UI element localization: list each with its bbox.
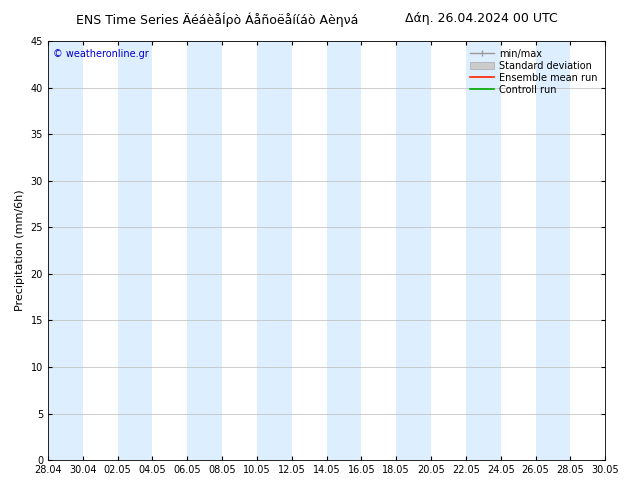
Bar bbox=[117, 41, 152, 460]
Bar bbox=[396, 41, 431, 460]
Text: © weatheronline.gr: © weatheronline.gr bbox=[53, 49, 149, 59]
Text: Δάη. 26.04.2024 00 UTC: Δάη. 26.04.2024 00 UTC bbox=[405, 12, 558, 25]
Bar bbox=[187, 41, 222, 460]
Bar bbox=[536, 41, 571, 460]
Y-axis label: Precipitation (mm/6h): Precipitation (mm/6h) bbox=[15, 190, 25, 312]
Legend: min/max, Standard deviation, Ensemble mean run, Controll run: min/max, Standard deviation, Ensemble me… bbox=[467, 46, 600, 98]
Bar bbox=[327, 41, 361, 460]
Bar bbox=[257, 41, 292, 460]
Bar bbox=[48, 41, 83, 460]
Bar bbox=[466, 41, 501, 460]
Text: ENS Time Series ÄéáèåÍρò Áåñοëåíίáò Αèηνá: ENS Time Series ÄéáèåÍρò Áåñοëåíίáò Αèην… bbox=[76, 12, 358, 27]
